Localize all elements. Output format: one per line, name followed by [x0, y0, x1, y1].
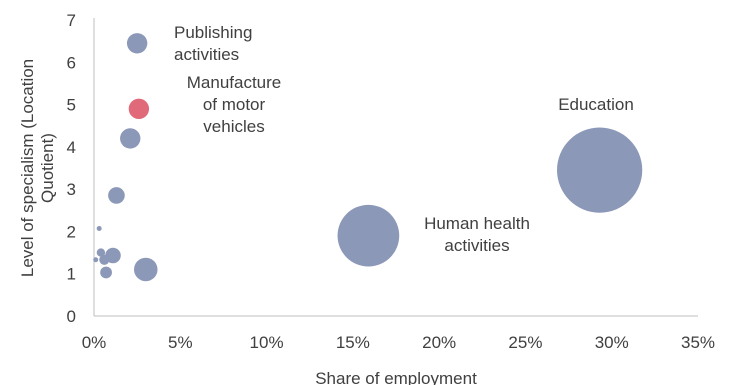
bubble [120, 128, 141, 149]
annotation-publishing-line: activities [174, 45, 239, 64]
bubble [96, 248, 106, 257]
x-tick-labels: 0% 5% 10% 15% 20% 25% 30% 35% [82, 333, 715, 352]
annotation-manufacture-line: Manufacture [187, 73, 282, 92]
y-axis-title-line-2: Quotient) [38, 133, 57, 203]
annotation-education-line: Education [558, 95, 634, 114]
y-tick-label: 1 [67, 265, 76, 284]
annotation-human-health-line: Human health [424, 214, 530, 233]
bubble [134, 257, 158, 282]
bubble [108, 187, 125, 204]
x-tick-label: 15% [336, 333, 370, 352]
bubble [93, 257, 99, 263]
y-tick-label: 5 [67, 96, 76, 115]
bubble [557, 127, 643, 213]
y-tick-label: 0 [67, 307, 76, 326]
x-tick-label: 25% [508, 333, 542, 352]
annotation-manufacture-line: of motor [203, 95, 266, 114]
y-tick-label: 6 [67, 53, 76, 72]
y-tick-label: 7 [67, 11, 76, 30]
x-tick-label: 10% [250, 333, 284, 352]
annotation-publishing-line: Publishing [174, 23, 252, 42]
bubble-highlighted [128, 98, 150, 119]
x-tick-label: 35% [681, 333, 715, 352]
y-axis-title: Level of specialism (Location Quotient) [18, 59, 57, 277]
bubble [337, 204, 400, 267]
bubble [99, 254, 110, 265]
y-tick-label: 4 [67, 138, 76, 157]
axes [93, 18, 698, 317]
annotations: Publishing activities Manufacture of motor v… [174, 23, 634, 255]
bubble [96, 225, 102, 231]
annotation-human-health-line: activities [444, 236, 509, 255]
y-axis-title-line-1: Level of specialism (Location [18, 59, 37, 277]
x-tick-label: 20% [422, 333, 456, 352]
x-axis-title: Share of employment [315, 369, 477, 385]
bubble [126, 33, 148, 54]
bubbles [93, 33, 643, 282]
x-tick-label: 0% [82, 333, 107, 352]
x-tick-label: 30% [595, 333, 629, 352]
y-tick-label: 2 [67, 222, 76, 241]
bubble [100, 266, 112, 279]
x-tick-label: 5% [168, 333, 193, 352]
y-tick-label: 3 [67, 180, 76, 199]
y-tick-labels: 0 1 2 3 4 5 6 7 [67, 11, 76, 326]
annotation-manufacture-line: vehicles [203, 117, 264, 136]
